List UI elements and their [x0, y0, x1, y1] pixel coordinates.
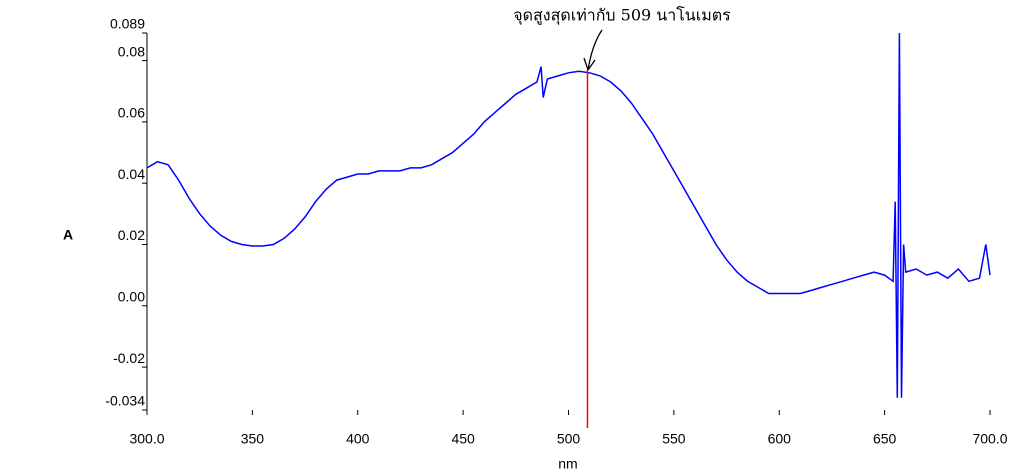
- x-tick-label: 350: [241, 431, 265, 447]
- y-axis-label: A: [63, 227, 73, 243]
- spectrum-line: [146, 32, 991, 398]
- y-tick-label: 0.089: [110, 16, 145, 32]
- y-tick-label: -0.02: [113, 350, 145, 366]
- x-tick-label: 700.0: [972, 431, 1007, 447]
- annotation-arrow: [583, 29, 603, 71]
- x-tick-label: 450: [451, 431, 475, 447]
- x-tick-label: 400: [346, 431, 370, 447]
- y-tick-label: 0.06: [118, 105, 145, 121]
- x-axis-label: nm: [558, 456, 577, 472]
- y-tick-label: 0.02: [118, 227, 145, 243]
- y-tick-label: 0.08: [118, 43, 145, 59]
- x-tick-label: 600: [768, 431, 792, 447]
- x-tick-label: 500: [557, 431, 581, 447]
- y-tick-label: 0.04: [118, 166, 145, 182]
- x-tick-label: 300.0: [129, 431, 164, 447]
- y-tick-label: 0.00: [118, 288, 145, 304]
- x-tick-label: 550: [662, 431, 686, 447]
- y-tick-label: -0.034: [105, 393, 145, 409]
- annotation: จุดสูงสุดเท่ากับ 509 นาโนเมตร: [513, 6, 731, 26]
- x-tick-label: 650: [873, 431, 897, 447]
